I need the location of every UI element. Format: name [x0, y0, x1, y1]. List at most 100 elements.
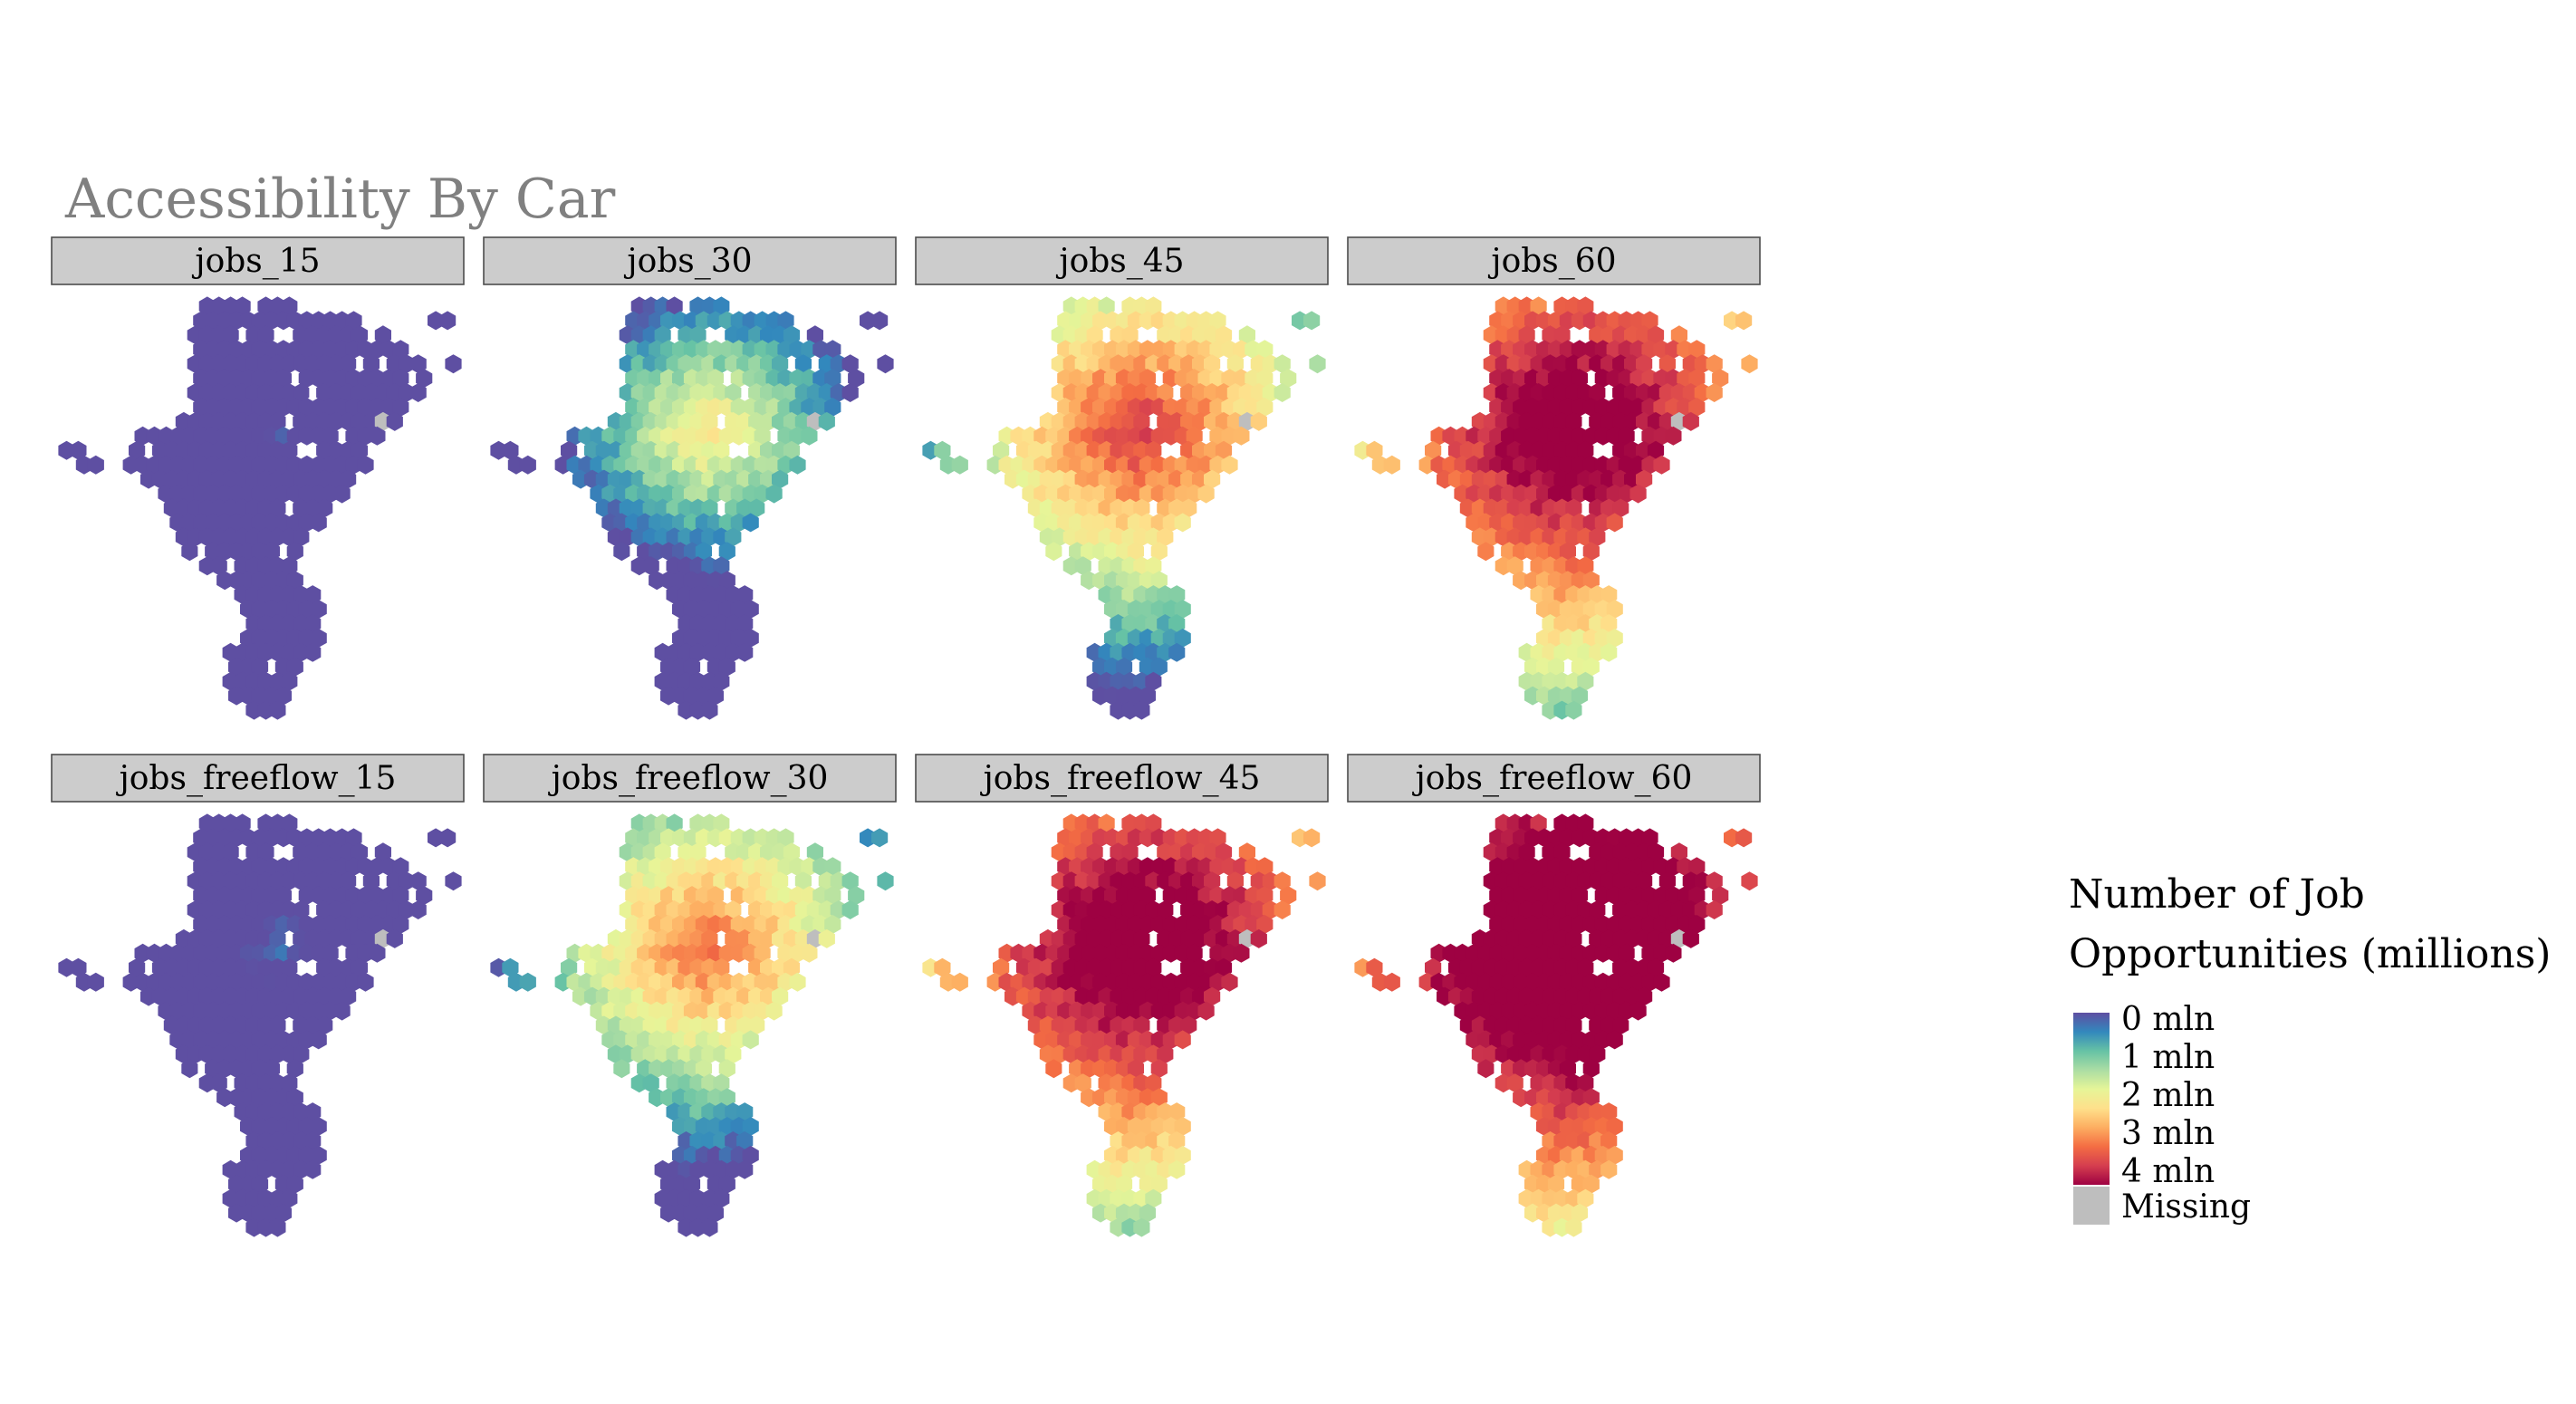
hex-cell [1157, 1044, 1174, 1064]
facet-strip [1347, 236, 1761, 285]
hex-cell [1641, 311, 1658, 331]
hex-cell [1086, 842, 1103, 862]
hex-cell [409, 354, 427, 374]
hex-cell [1186, 943, 1203, 963]
hex-cell [951, 455, 968, 475]
facet-jobs-freeflow-45: jobs_freeflow_45 [915, 754, 1329, 1237]
facet-strip [51, 754, 465, 803]
hex-cell [1133, 1015, 1150, 1035]
hex-cell [1233, 943, 1250, 963]
hex-cell [1530, 813, 1547, 833]
hex-cell [1256, 886, 1274, 906]
hex-cell [269, 1217, 286, 1237]
hex-cell [304, 1131, 322, 1150]
hex-cell [1174, 1145, 1191, 1165]
hex-cell [392, 915, 409, 934]
hex-cell [129, 440, 146, 460]
hex-cell [1133, 1217, 1150, 1237]
hex-cell [1577, 296, 1594, 316]
hex-cell [706, 1203, 724, 1223]
hex-cell [742, 628, 759, 648]
hex-cell [713, 1188, 730, 1208]
hex-cell [824, 369, 841, 389]
hex-cell [1636, 986, 1653, 1006]
hex-cell [824, 398, 841, 417]
hex-cell [304, 585, 322, 605]
hex-cell [351, 957, 369, 977]
hex-cell [210, 1073, 227, 1093]
hex-cell [1647, 440, 1665, 460]
hex-cell [824, 857, 841, 877]
hex-cell [269, 700, 286, 720]
hex-cell [1571, 1203, 1588, 1223]
hex-cell [1197, 484, 1215, 504]
hex-cell [1577, 813, 1594, 833]
hex-cell [1145, 1188, 1162, 1208]
hex-cell [1565, 498, 1582, 518]
hex-cell [281, 813, 298, 833]
hex-cell [1133, 928, 1150, 948]
hex-cell [1589, 900, 1606, 919]
hex-cell [351, 842, 369, 862]
facet-strip [51, 236, 465, 285]
hex-cell [392, 857, 409, 877]
hex-cell [1174, 628, 1191, 648]
hex-cell [1518, 842, 1535, 862]
hex-cell [357, 972, 374, 992]
hex-cell [1735, 828, 1753, 848]
hex-cell [286, 1174, 303, 1194]
hex-cell [369, 943, 386, 963]
hex-cell [502, 957, 519, 977]
hex-cell [1612, 1015, 1629, 1035]
hex-cell [1547, 1174, 1565, 1194]
hex-cell [1665, 943, 1682, 963]
hex-cell [269, 411, 286, 431]
hex-cell [1168, 614, 1186, 633]
hex-cell [274, 886, 292, 906]
legend-title-line2: Opportunities (millions) [2069, 931, 2551, 977]
hex-cell [1559, 542, 1576, 562]
hex-cell [824, 886, 841, 906]
legend-tick-label: 3 mln [2121, 1115, 2215, 1152]
hex-cell [286, 657, 303, 677]
hex-cell [1688, 369, 1706, 389]
hex-cell [772, 986, 789, 1006]
hex-cell [234, 813, 251, 833]
hex-cell [701, 928, 718, 948]
hex-cell [742, 1117, 759, 1136]
hex-cell [713, 1073, 730, 1093]
hex-cell [1577, 556, 1594, 576]
hex-cell [416, 886, 433, 906]
hex-cell [1309, 354, 1326, 374]
hex-cell [718, 1088, 735, 1108]
hex-cell [736, 585, 754, 605]
facet-strip [915, 236, 1329, 285]
hex-cell [1600, 585, 1618, 605]
hex-cell [1589, 383, 1606, 402]
hex-cell [683, 657, 701, 677]
hex-cell [281, 671, 298, 691]
hex-cell [701, 1015, 718, 1035]
hex-cell [701, 498, 718, 518]
hex-cell [1226, 871, 1244, 891]
hex-cell [806, 842, 823, 862]
hex-cell [765, 484, 783, 504]
hex-cell [310, 600, 327, 619]
hex-cell [439, 828, 457, 848]
hex-cell [701, 1217, 718, 1237]
hex-cell [293, 900, 310, 919]
facet-jobs-60: jobs_60 [1347, 236, 1761, 720]
hex-cell [1133, 498, 1150, 518]
hex-cell [409, 900, 427, 919]
hex-cell [1197, 1001, 1215, 1021]
hex-cell [1174, 513, 1191, 533]
hex-cell [1045, 1059, 1062, 1079]
legend-colorbar [2073, 1013, 2110, 1185]
hex-cell [1174, 1030, 1191, 1050]
hex-cell [1133, 411, 1150, 431]
legend-tick-label: 4 mln [2121, 1153, 2215, 1190]
hex-cell [725, 1044, 742, 1064]
hex-cell [713, 957, 730, 977]
facet-label: jobs_freeflow_30 [548, 760, 829, 797]
hex-cell [304, 1102, 322, 1122]
